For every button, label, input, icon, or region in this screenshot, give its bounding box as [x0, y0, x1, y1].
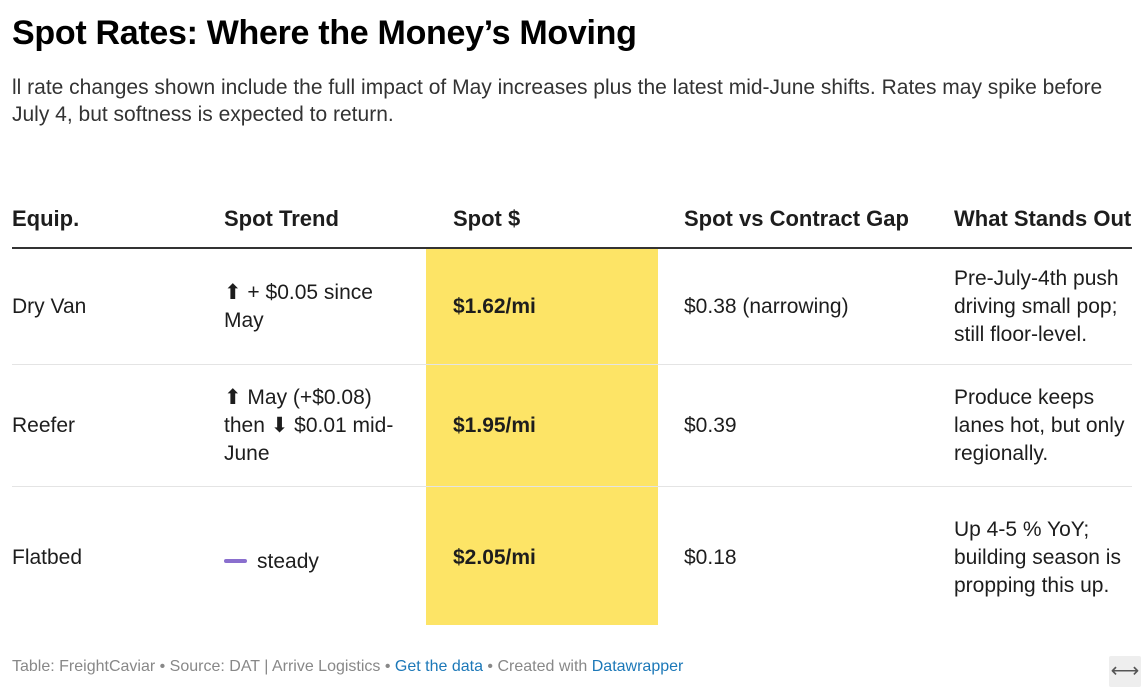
column-header-trend[interactable]: Spot Trend [224, 206, 339, 231]
gap-cell: $0.38 (narrowing) [684, 294, 849, 318]
spot-cell: $1.95/mi [453, 413, 536, 437]
table-footer: Table: FreightCaviar • Source: DAT | Arr… [12, 658, 683, 676]
equip-cell: Reefer [12, 413, 76, 437]
table-row: Dry Van ⬆ + $0.05 since May $1.62/mi $0.… [12, 249, 1132, 365]
table-header-row: Equip. Spot Trend Spot $ Spot vs Contrac… [12, 160, 1132, 249]
stands-out-cell: Pre-July-4th push driving small pop; sti… [954, 266, 1119, 346]
steady-dash-icon [224, 558, 247, 563]
column-header-spot[interactable]: Spot $ [453, 206, 521, 231]
gap-cell: $0.18 [684, 545, 737, 569]
footer-separator: • [482, 658, 498, 675]
stands-out-cell: Produce keeps lanes hot, but only region… [954, 385, 1125, 465]
table-credit: Table: FreightCaviar [12, 658, 156, 675]
trend-cell: ⬆ + $0.05 since May [224, 280, 373, 332]
gap-cell: $0.39 [684, 413, 737, 437]
column-header-gap[interactable]: Spot vs Contract Gap [684, 206, 909, 231]
table-row: Reefer ⬆ May (+$0.08) then ⬇ $0.01 mid-J… [12, 365, 1132, 487]
equip-cell: Flatbed [12, 545, 83, 569]
source-credit: Source: DAT | Arrive Logistics [169, 658, 381, 675]
created-with-text: Created with [497, 658, 592, 675]
column-header-equip[interactable]: Equip. [12, 206, 80, 231]
table-title: Spot Rates: Where the Money’s Moving [12, 14, 637, 52]
trend-cell: ⬆ May (+$0.08) then ⬇ $0.01 mid-June [224, 385, 394, 465]
expand-icon[interactable]: ⟷ [1109, 656, 1141, 687]
trend-cell: steady [224, 548, 409, 576]
spot-cell: $2.05/mi [453, 545, 536, 569]
trend-text: steady [257, 549, 319, 573]
footer-separator: • [380, 658, 395, 675]
table-subtitle: ll rate changes shown include the full i… [12, 76, 1103, 126]
equip-cell: Dry Van [12, 294, 87, 318]
datawrapper-link[interactable]: Datawrapper [591, 658, 684, 675]
table-row: Flatbed steady $2.05/mi $0.18 Up 4-5 % Y… [12, 487, 1132, 628]
spot-rates-table: Equip. Spot Trend Spot $ Spot vs Contrac… [12, 160, 1132, 628]
stands-out-cell: Up 4-5 % YoY; building season is proppin… [954, 517, 1121, 597]
column-header-stands[interactable]: What Stands Out [954, 206, 1132, 231]
spot-cell: $1.62/mi [453, 294, 536, 318]
footer-separator: • [155, 658, 170, 675]
spot-column-highlight [426, 248, 658, 625]
get-the-data-link[interactable]: Get the data [394, 658, 483, 675]
